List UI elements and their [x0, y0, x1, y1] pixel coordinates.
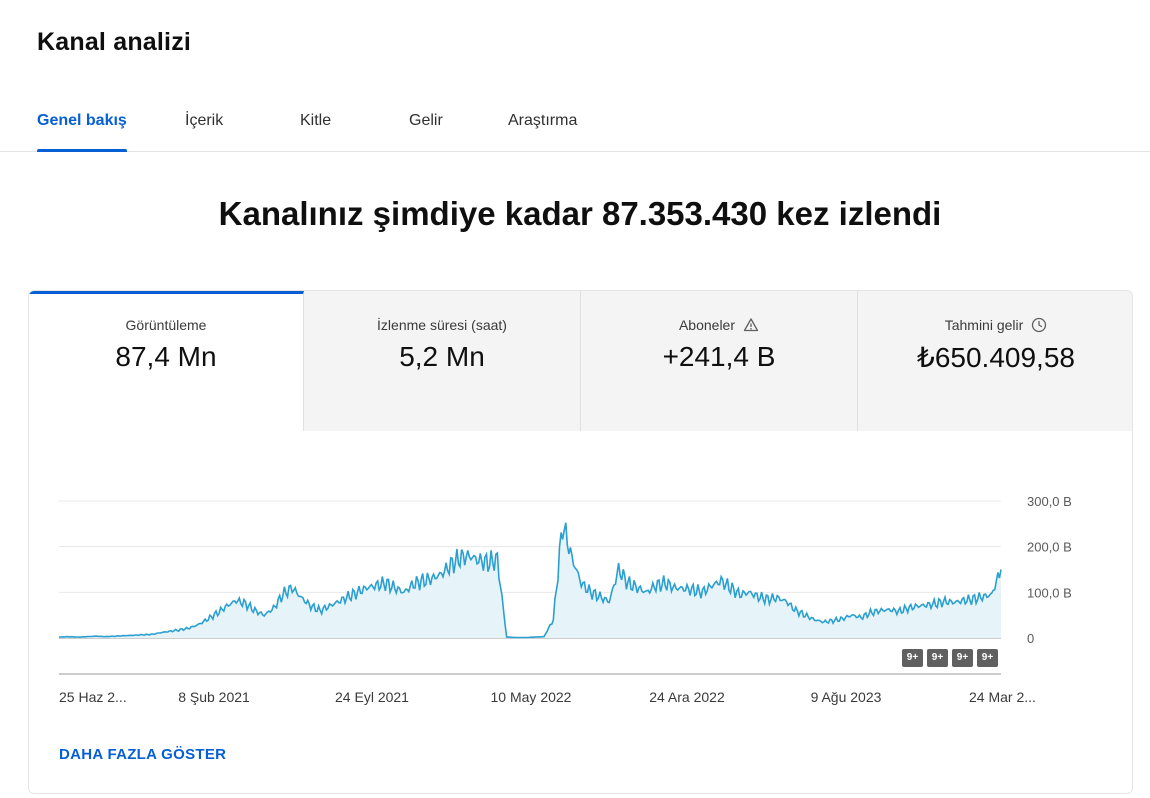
x-tick-label: 24 Ara 2022 [649, 689, 725, 705]
annotation-badge[interactable]: 9+ [927, 649, 948, 667]
x-tick-label: 9 Ağu 2023 [811, 689, 882, 705]
metric-estimated-revenue[interactable]: Tahmini gelir ₺650.409,58 [858, 291, 1132, 431]
tab-revenue[interactable]: Gelir [409, 112, 443, 129]
tab-content[interactable]: İçerik [185, 112, 224, 129]
metric-value: +241,4 B [662, 341, 776, 372]
tab-research[interactable]: Araştırma [508, 112, 578, 129]
metric-views[interactable]: Görüntüleme 87,4 Mn [29, 291, 304, 431]
tab-audience[interactable]: Kitle [300, 112, 332, 129]
metric-value: ₺650.409,58 [917, 342, 1075, 373]
metric-label: İzlenme süresi (saat) [377, 317, 507, 333]
y-tick-label: 100,0 B [1027, 585, 1072, 600]
y-tick-label: 300,0 B [1027, 494, 1072, 509]
annotation-badge[interactable]: 9+ [977, 649, 998, 667]
analytics-card: Görüntüleme 87,4 Mn İzlenme süresi (saat… [28, 290, 1133, 794]
metric-label: Tahmini gelir [944, 317, 1024, 333]
chart-series-line [58, 522, 1002, 639]
metric-value: 5,2 Mn [399, 341, 485, 372]
tab-bar: Genel bakış İçerik Kitle Gelir Araştırma [0, 96, 1150, 152]
annotation-badge[interactable]: 9+ [902, 649, 923, 667]
y-axis-ticks: 300,0 B 200,0 B 100,0 B 0 [1027, 494, 1072, 646]
x-tick-label: 10 May 2022 [491, 689, 572, 705]
metric-watch-time[interactable]: İzlenme süresi (saat) 5,2 Mn [304, 291, 581, 431]
metric-label: Görüntüleme [125, 317, 207, 333]
total-views-headline: Kanalınız şimdiye kadar 87.353.430 kez i… [218, 195, 942, 232]
x-tick-label: 25 Haz 2... [59, 689, 127, 705]
tab-overview[interactable]: Genel bakış [37, 112, 127, 152]
page-title: Kanal analizi [37, 28, 192, 56]
metric-label: Aboneler [678, 317, 736, 333]
x-tick-label: 24 Mar 2... [969, 689, 1036, 705]
warning-icon[interactable] [743, 317, 759, 333]
views-chart-svg: 300,0 B 200,0 B 100,0 B 0 25 Haz 2... 8 Şub … [58, 494, 1072, 705]
y-tick-label: 200,0 B [1027, 540, 1072, 555]
metric-subscribers[interactable]: Aboneler +241,4 B [581, 291, 858, 431]
annotation-badge[interactable]: 9+ [952, 649, 973, 667]
chart-grid [59, 500, 1001, 675]
metric-value: 87,4 Mn [115, 341, 217, 372]
x-axis-ticks: 25 Haz 2... 8 Şub 2021 24 Eyl 2021 10 May 2… [59, 689, 1036, 705]
show-more-button[interactable]: DAHA FAZLA GÖSTER [59, 746, 227, 763]
views-chart[interactable]: 300,0 B 200,0 B 100,0 B 0 25 Haz 2... 8 Şub … [29, 431, 1132, 721]
x-tick-label: 8 Şub 2021 [178, 689, 250, 705]
x-tick-label: 24 Eyl 2021 [335, 689, 409, 705]
y-tick-label: 0 [1027, 631, 1034, 646]
clock-icon[interactable] [1031, 317, 1047, 333]
chart-area-fill [59, 522, 1001, 638]
